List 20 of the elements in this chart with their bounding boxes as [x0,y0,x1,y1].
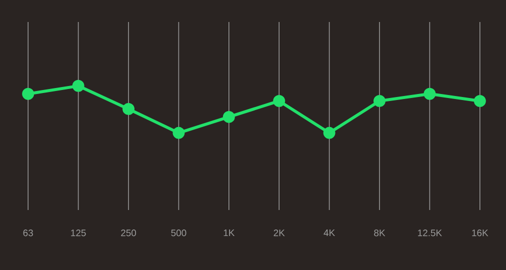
x-tick-label: 63 [23,230,33,236]
x-tick-label: 16K [472,230,488,236]
x-tick-label: 500 [171,230,186,236]
point [72,80,84,92]
x-tick-label: 125 [71,230,86,236]
point [374,94,386,107]
x-tick-label: 4K [324,230,335,236]
point [273,94,286,107]
x-tick-label: 1K [224,230,235,236]
x-tick-label: 12.5K [418,230,442,236]
x-tick-label: 250 [121,230,136,236]
x-tick-label: 2K [274,230,285,236]
x-tick-label: 8K [374,230,386,236]
point [424,88,436,100]
point [22,88,34,100]
point [222,110,235,123]
point [474,94,486,107]
point [172,126,185,139]
point [122,102,134,115]
point [323,126,336,139]
